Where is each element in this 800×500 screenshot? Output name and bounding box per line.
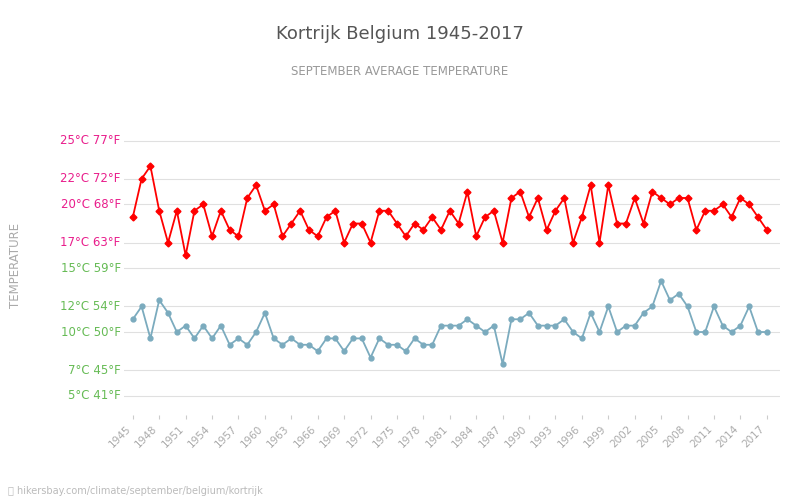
Text: 17°C 63°F: 17°C 63°F [61, 236, 121, 249]
Text: 📍 hikersbay.com/climate/september/belgium/kortrijk: 📍 hikersbay.com/climate/september/belgiu… [8, 486, 262, 496]
Text: 5°C 41°F: 5°C 41°F [68, 390, 121, 402]
Text: 10°C 50°F: 10°C 50°F [61, 326, 121, 338]
Text: 7°C 45°F: 7°C 45°F [68, 364, 121, 377]
Text: TEMPERATURE: TEMPERATURE [10, 222, 22, 308]
Text: 25°C 77°F: 25°C 77°F [61, 134, 121, 147]
Text: SEPTEMBER AVERAGE TEMPERATURE: SEPTEMBER AVERAGE TEMPERATURE [291, 65, 509, 78]
Text: 22°C 72°F: 22°C 72°F [60, 172, 121, 186]
Text: Kortrijk Belgium 1945-2017: Kortrijk Belgium 1945-2017 [276, 25, 524, 43]
Text: 12°C 54°F: 12°C 54°F [61, 300, 121, 313]
Text: 15°C 59°F: 15°C 59°F [61, 262, 121, 274]
Text: 20°C 68°F: 20°C 68°F [61, 198, 121, 211]
